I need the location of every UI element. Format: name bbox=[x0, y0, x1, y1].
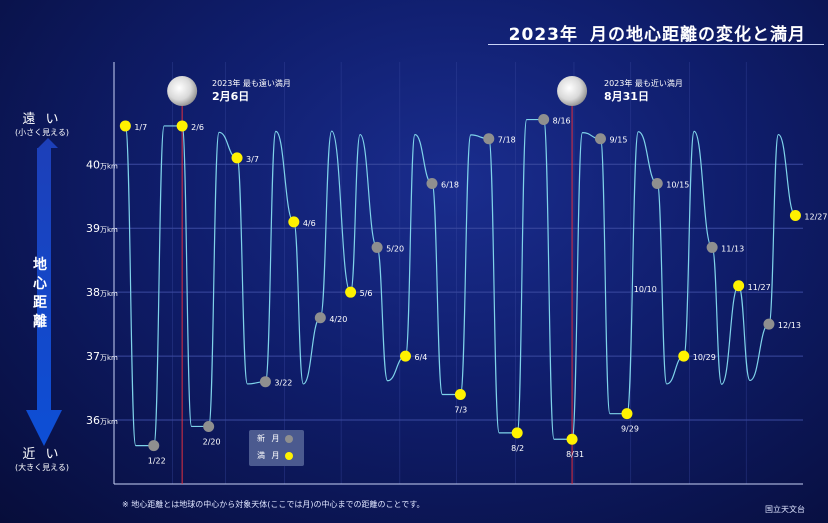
point-label: 8/2 bbox=[511, 444, 524, 453]
full-moon-point bbox=[119, 120, 131, 132]
y-tick-label: 40万km bbox=[86, 158, 118, 171]
new-moon-point bbox=[203, 420, 215, 432]
new-moon-point bbox=[426, 177, 438, 189]
footnote: ※ 地心距離とは地球の中心から対象天体(ここでは月)の中心までの距離のことです。 bbox=[122, 500, 425, 509]
nearest-annotation: 2023年 最も近い満月 8月31日 bbox=[604, 77, 683, 103]
point-label: 8/31 bbox=[566, 450, 584, 459]
far-sub: (小さく見える) bbox=[14, 128, 69, 137]
new-moon-point bbox=[706, 241, 718, 253]
point-label: 7/18 bbox=[498, 136, 516, 145]
point-label: 11/13 bbox=[721, 244, 744, 253]
y-tick-label: 36万km bbox=[86, 414, 118, 427]
title-year: 2023年 bbox=[508, 25, 578, 45]
nearest-annotation-date: 8月31日 bbox=[604, 90, 649, 103]
point-label: 6/18 bbox=[441, 180, 459, 189]
full-moon-point bbox=[288, 216, 300, 228]
full-moon-image bbox=[167, 76, 198, 106]
full-moon-point bbox=[511, 427, 523, 439]
legend-new-moon: 新 月 bbox=[257, 434, 282, 443]
full-moon-image bbox=[557, 76, 588, 106]
full-moon-point bbox=[566, 433, 578, 445]
full-moon-point bbox=[454, 388, 466, 400]
point-label: 1/22 bbox=[148, 457, 166, 466]
y-axis-title: 地心距離 bbox=[33, 257, 47, 330]
title-underline bbox=[488, 44, 824, 45]
full-moon-point bbox=[231, 152, 243, 164]
nearest-annotation-text: 2023年 最も近い満月 bbox=[604, 79, 683, 88]
full-moon-point bbox=[621, 408, 633, 420]
legend: 新 月 満 月 bbox=[249, 430, 304, 466]
new-moon-point bbox=[763, 318, 775, 330]
full-moon-point bbox=[400, 350, 411, 362]
point-label: 12/27 bbox=[804, 212, 827, 221]
point-label: 4/6 bbox=[303, 219, 316, 228]
y-tick-label: 38万km bbox=[86, 286, 118, 299]
title-text: 月の地心距離の変化と満月 bbox=[590, 25, 806, 45]
point-label: 10/10 bbox=[634, 285, 657, 294]
y-tick-label: 39万km bbox=[86, 222, 118, 235]
chart-title: 2023年 月の地心距離の変化と満月 bbox=[509, 20, 806, 45]
full-moon-point bbox=[176, 120, 188, 132]
point-label: 2/20 bbox=[203, 437, 221, 446]
point-label: 3/22 bbox=[274, 379, 292, 388]
full-moon-point bbox=[789, 209, 801, 221]
y-tick-label: 37万km bbox=[86, 350, 118, 363]
point-label: 7/3 bbox=[454, 405, 467, 414]
new-moon-point bbox=[148, 440, 160, 452]
point-label: 4/20 bbox=[329, 315, 347, 324]
legend-full-moon: 満 月 bbox=[257, 451, 282, 460]
near-word: 近 い bbox=[22, 447, 62, 462]
point-label: 8/16 bbox=[553, 117, 571, 126]
point-label: 9/15 bbox=[609, 136, 627, 145]
farthest-annotation-text: 2023年 最も遠い満月 bbox=[212, 79, 291, 88]
point-label: 10/29 bbox=[693, 353, 716, 362]
point-label: 1/7 bbox=[134, 123, 147, 132]
credit: 国立天文台 bbox=[765, 505, 805, 514]
near-label: 近 い (大きく見える) bbox=[6, 448, 78, 474]
full-moon-point bbox=[733, 280, 745, 292]
legend-new-moon-marker bbox=[285, 435, 293, 443]
far-label: 遠 い (小さく見える) bbox=[6, 113, 78, 139]
full-moon-point bbox=[678, 350, 690, 362]
point-label: 11/27 bbox=[748, 283, 771, 292]
new-moon-point bbox=[314, 312, 326, 324]
farthest-annotation: 2023年 最も遠い満月 2月6日 bbox=[212, 77, 291, 103]
point-label: 6/4 bbox=[415, 353, 428, 362]
point-label: 5/6 bbox=[360, 289, 373, 298]
point-label: 12/13 bbox=[778, 321, 801, 330]
new-moon-point bbox=[483, 133, 495, 145]
farthest-annotation-date: 2月6日 bbox=[212, 90, 250, 103]
new-moon-point bbox=[259, 376, 271, 388]
legend-full-moon-marker bbox=[285, 452, 293, 460]
point-label: 2/6 bbox=[191, 123, 204, 132]
point-label: 10/15 bbox=[666, 180, 689, 189]
new-moon-point bbox=[651, 177, 663, 189]
new-moon-point bbox=[371, 241, 383, 253]
full-moon-point bbox=[345, 286, 357, 298]
new-moon-point bbox=[538, 114, 550, 126]
distance-arrow bbox=[26, 138, 62, 446]
near-sub: (大きく見える) bbox=[14, 463, 69, 472]
point-label: 3/7 bbox=[246, 155, 259, 164]
point-label: 5/20 bbox=[386, 244, 404, 253]
far-word: 遠 い bbox=[22, 112, 62, 127]
point-label: 9/29 bbox=[621, 425, 639, 434]
new-moon-point bbox=[594, 133, 606, 145]
